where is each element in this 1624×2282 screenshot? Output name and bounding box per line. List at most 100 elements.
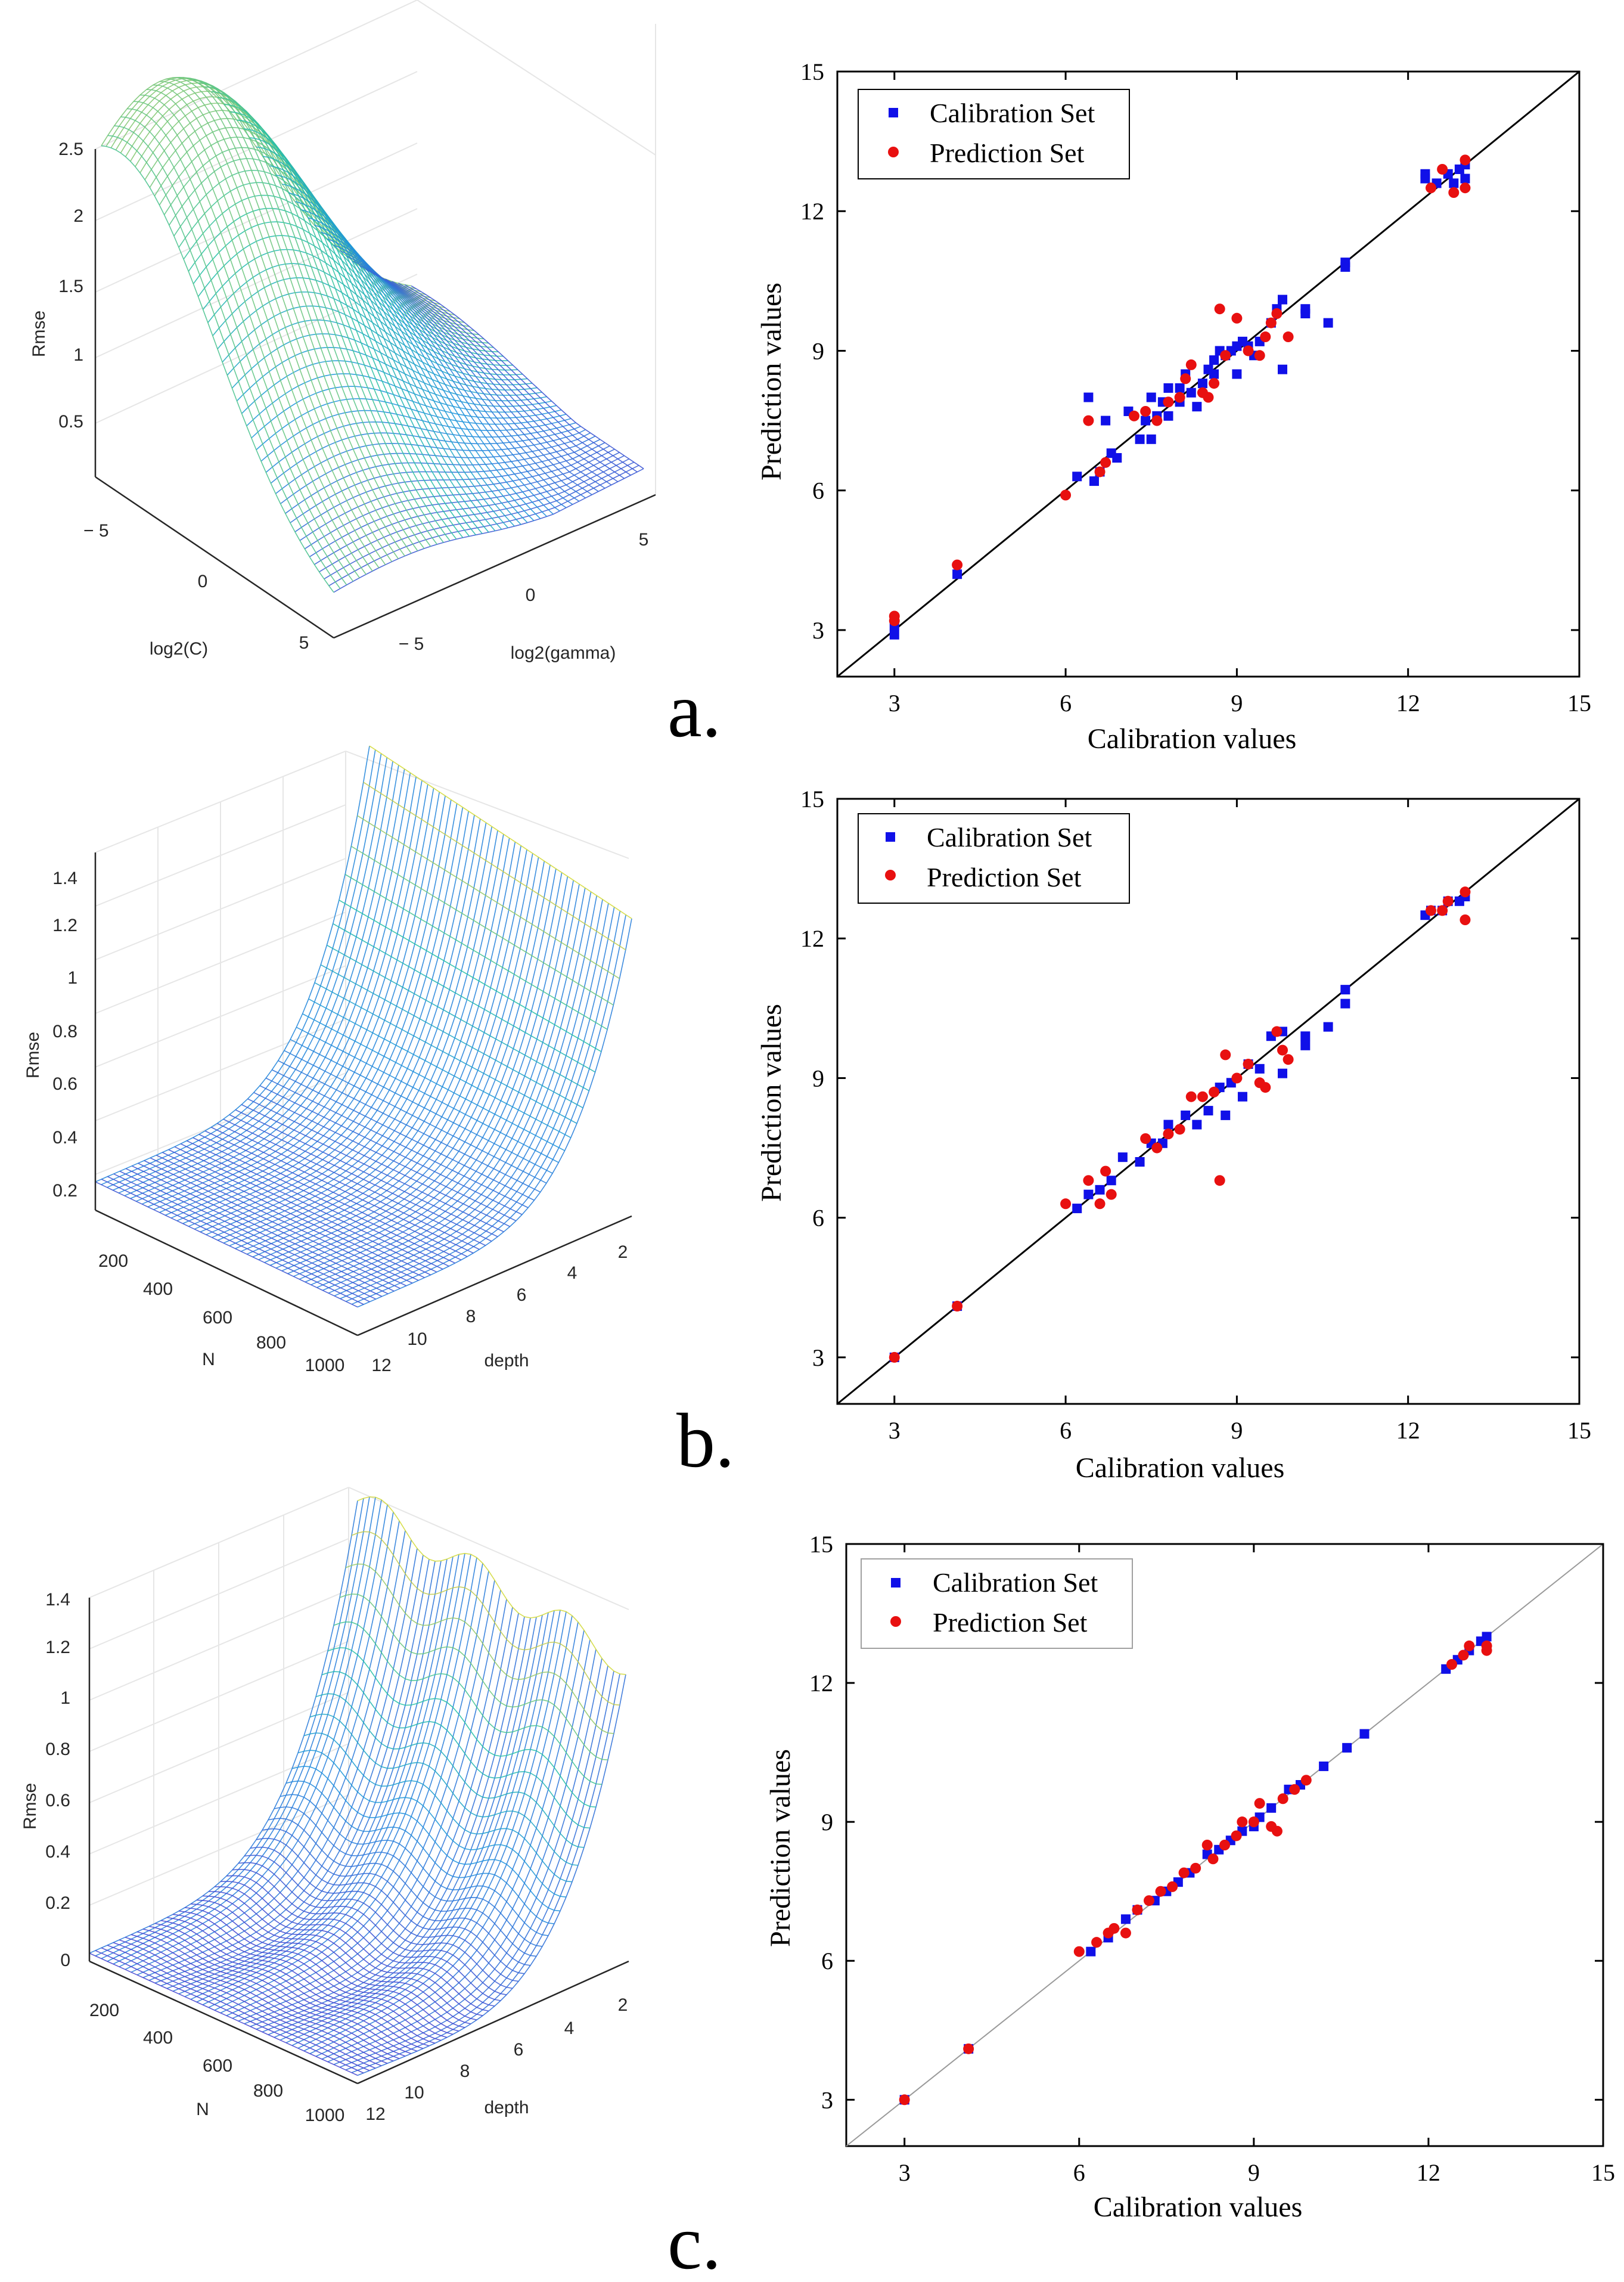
z-axis-label: Rmse	[23, 1032, 43, 1078]
y-tick: 6	[514, 2040, 524, 2060]
mesh-line	[280, 1794, 549, 1936]
mesh-line	[280, 1612, 549, 2041]
x-axis-label: Calibration values	[1088, 723, 1297, 755]
mesh-line	[256, 1837, 525, 1974]
prediction-point	[889, 615, 900, 627]
calibration-point	[1300, 1040, 1311, 1050]
mesh-line	[120, 116, 354, 582]
calibration-point	[1112, 453, 1122, 463]
mesh-line	[166, 1561, 436, 1989]
mesh-line	[299, 880, 574, 1280]
x-tick: 1000	[305, 2106, 345, 2125]
legend-marker-calibration	[891, 1578, 901, 1588]
mesh-line	[101, 1496, 370, 1959]
mesh-line	[148, 1548, 418, 1981]
mesh-line	[229, 1114, 492, 1242]
prediction-point	[1220, 1049, 1231, 1061]
y-axis-label: depth	[484, 2098, 529, 2117]
prediction-point	[1426, 905, 1436, 916]
mesh-line	[262, 1617, 531, 2033]
y-tick: 0	[526, 585, 536, 605]
mesh-line	[190, 1554, 459, 2000]
mesh-line	[139, 94, 373, 572]
mesh-line	[212, 822, 487, 1238]
mesh-line	[196, 1553, 465, 2003]
points-a	[889, 154, 1471, 640]
mesh-line	[89, 1500, 358, 1954]
z-tick: 1	[73, 345, 83, 365]
prediction-point	[1300, 1775, 1312, 1786]
mesh-line	[136, 1931, 406, 2057]
calibration-point	[1106, 1176, 1116, 1186]
calibration-point	[952, 569, 962, 579]
mesh-line	[192, 1137, 455, 1264]
mesh-line	[127, 108, 360, 578]
mesh-line	[365, 269, 599, 492]
mesh-line	[291, 1610, 561, 2047]
calibration-point	[1163, 1120, 1173, 1130]
prediction-point	[1283, 331, 1294, 343]
prediction-point	[1460, 182, 1471, 194]
surface-mesh-a	[101, 76, 644, 593]
mesh-line	[198, 1134, 462, 1261]
mesh-line	[188, 807, 464, 1227]
prediction-point	[952, 1301, 963, 1312]
prediction-point	[1201, 1840, 1213, 1850]
prediction-point	[1426, 182, 1436, 194]
mesh-line	[238, 1599, 507, 2022]
mesh-line	[372, 272, 605, 489]
mesh-line	[320, 964, 583, 1109]
mesh-line	[133, 101, 367, 575]
mesh-line	[136, 773, 411, 1202]
z-tick: 1.4	[45, 1590, 70, 1610]
mesh-line	[339, 900, 602, 1052]
prediction-point	[1144, 1895, 1154, 1906]
legend-marker-calibration	[889, 108, 898, 117]
mesh-line	[339, 1666, 608, 2068]
y-tick-label: 3	[812, 617, 824, 644]
mesh-line	[214, 1886, 483, 2016]
x-axis-label: N	[202, 1350, 215, 1369]
prediction-point	[1185, 1091, 1197, 1102]
mesh-line	[194, 811, 469, 1230]
mesh-line	[293, 876, 569, 1277]
mesh-line	[162, 1152, 425, 1278]
z-tick: 1	[60, 1688, 70, 1708]
mesh-line	[211, 91, 444, 543]
calibration-point	[1083, 392, 1094, 402]
mesh-line	[281, 869, 557, 1272]
mesh-line	[253, 1092, 517, 1221]
mesh-line	[204, 86, 437, 545]
plot-frame	[836, 70, 1580, 678]
surface-plot-a: 2.5 2 1.5 1 0.5 Rmse − 5 0 5 log2(C) − 5…	[29, 0, 656, 663]
z-tick: 0.4	[45, 1842, 70, 1862]
mesh-line	[333, 1658, 603, 2065]
calibration-point	[1175, 383, 1185, 393]
mesh-line	[101, 749, 376, 1185]
mesh-line	[226, 1875, 495, 2007]
prediction-point	[1277, 1793, 1288, 1804]
y-tick-label: 15	[800, 58, 824, 85]
mesh-line	[369, 745, 632, 919]
prediction-point	[1091, 1937, 1103, 1948]
points-c	[899, 1632, 1492, 2106]
mesh-line	[247, 1098, 510, 1227]
prediction-point	[1460, 914, 1471, 925]
mesh-line	[101, 1179, 364, 1305]
y-tick-label: 12	[800, 925, 824, 952]
mesh-line	[95, 1950, 364, 2074]
legend-label-calibration: Calibration Set	[933, 1567, 1098, 1598]
mesh-line	[206, 818, 481, 1235]
mesh-line	[274, 1806, 543, 1947]
mesh-line	[110, 77, 421, 292]
prediction-point	[963, 2043, 974, 2054]
mesh-line	[322, 895, 598, 1291]
mesh-line	[208, 1557, 477, 2008]
prediction-point	[1437, 163, 1448, 175]
prediction-point	[1254, 1798, 1265, 1809]
legend-b: Calibration Set Prediction Set	[858, 813, 1130, 904]
calibration-point	[1221, 1110, 1231, 1120]
x-tick: 400	[143, 2028, 173, 2048]
prediction-point	[1155, 1886, 1166, 1897]
prediction-point	[1437, 905, 1448, 916]
